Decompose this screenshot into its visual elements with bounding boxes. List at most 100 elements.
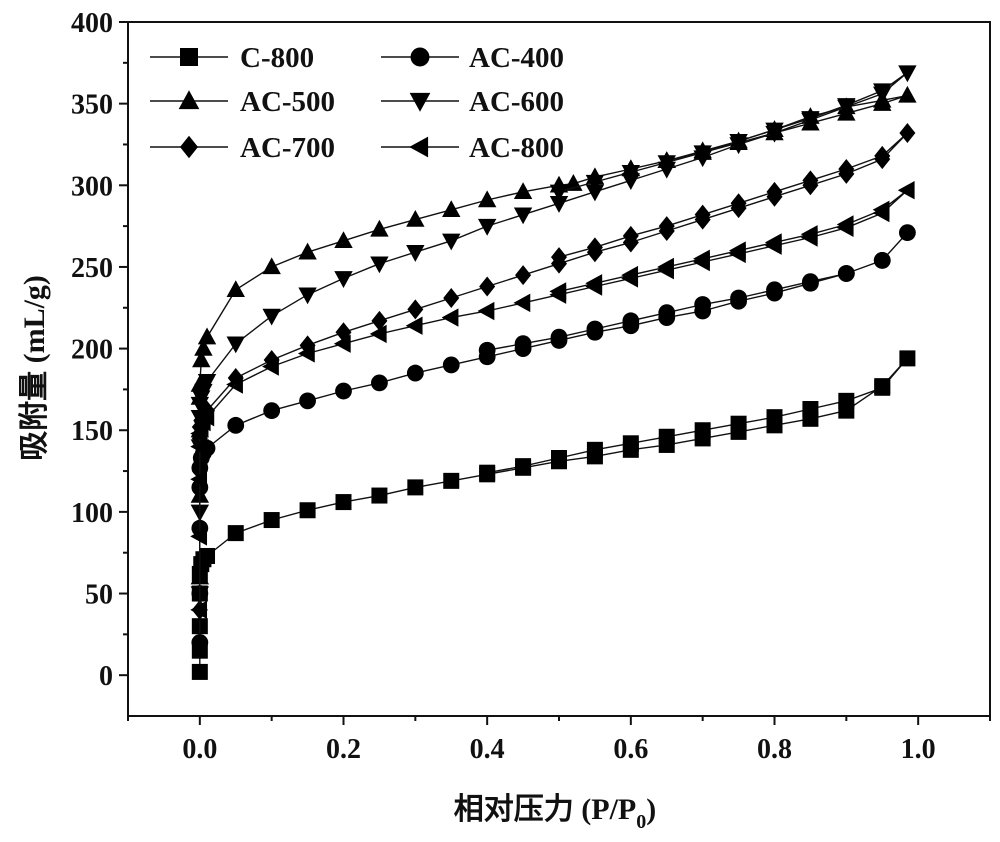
data-point-c-800 [515,458,531,474]
data-point-c-800 [899,350,915,366]
data-point-c-800 [264,512,280,528]
data-point-ac-400 [227,417,244,434]
data-point-c-800 [192,664,208,680]
legend-item-ac-800: AC-800 [381,132,564,164]
chart: 0.00.20.40.60.81.00501001502002503003504… [0,0,1000,842]
data-point-c-800 [551,450,567,466]
data-point-c-800 [371,488,387,504]
data-point-ac-400 [694,296,711,313]
data-point-ac-400 [479,342,496,359]
data-point-ac-400 [191,634,208,651]
legend-marker-ac-800 [409,137,428,158]
x-tick-label: 0.8 [757,734,792,765]
legend-item-ac-400: AC-400 [381,42,564,74]
legend-label: AC-600 [469,86,564,118]
data-point-ac-700 [874,146,890,166]
data-point-ac-600 [406,245,424,262]
y-tick-label: 150 [71,416,113,447]
data-point-ac-400 [838,265,855,282]
legend-item-ac-600: AC-600 [381,86,564,118]
legend-label: AC-700 [240,132,335,164]
data-point-c-800 [767,409,783,425]
y-tick-label: 0 [99,661,113,692]
y-tick-label: 300 [71,171,113,202]
data-point-ac-400 [587,321,604,338]
legend-marker-ac-500 [179,90,200,109]
data-point-c-800 [300,502,316,518]
plot-frame [128,22,990,716]
data-point-ac-500 [898,86,916,103]
data-point-c-800 [443,473,459,489]
data-point-c-800 [199,548,215,564]
data-point-c-800 [479,465,495,481]
data-point-ac-600 [873,83,891,100]
data-point-ac-800 [513,294,530,312]
legend-marker-ac-600 [410,93,431,112]
data-point-ac-700 [479,277,495,297]
legend-label: AC-400 [469,42,564,74]
legend-marker-c-800 [180,48,198,66]
x-tick-label: 1.0 [901,734,936,765]
data-point-ac-600 [262,309,280,326]
data-point-c-800 [336,494,352,510]
data-point-ac-400 [899,224,916,241]
data-point-ac-700 [515,265,531,285]
data-point-c-800 [623,435,639,451]
data-point-c-800 [587,442,603,458]
legend-item-ac-500: AC-500 [150,86,335,118]
data-point-ac-400 [802,273,819,290]
legend-item-c-800: C-800 [150,42,314,74]
x-tick-label: 0.0 [182,734,217,765]
x-axis-title: 相对压力 (P/P0) [454,793,656,833]
data-point-ac-400 [515,335,532,352]
data-point-ac-400 [622,312,639,329]
data-point-c-800 [838,393,854,409]
data-point-ac-400 [766,281,783,298]
data-point-ac-400 [443,357,460,374]
data-point-ac-500 [198,328,216,345]
legend-label: AC-500 [240,86,335,118]
data-point-ac-800 [478,302,495,320]
data-point-c-800 [731,416,747,432]
x-axis-title-close: ) [646,793,656,826]
data-point-ac-800 [406,317,423,335]
data-point-ac-600 [514,207,532,224]
x-tick-label: 0.6 [613,734,648,765]
data-point-ac-500 [298,243,316,260]
data-point-ac-400 [407,365,424,382]
y-tick-label: 250 [71,253,113,284]
data-point-ac-700 [407,299,423,319]
x-axis-title-subscript: 0 [636,811,646,833]
data-point-ac-600 [298,288,316,305]
data-point-ac-500 [227,280,245,297]
data-point-ac-400 [874,252,891,269]
data-point-ac-400 [335,383,352,400]
data-point-ac-400 [299,392,316,409]
series-ac-800 [190,181,914,619]
legend-marker-ac-400 [411,48,430,67]
data-point-ac-400 [551,329,568,346]
legend-label: C-800 [240,42,314,74]
legend: C-800 AC-400 AC-500 AC-600 AC-700 AC-800 [150,42,564,164]
data-point-ac-600 [227,336,245,353]
legend-marker-ac-700 [180,136,198,159]
data-point-ac-500 [334,231,352,248]
data-point-c-800 [407,479,423,495]
data-point-c-800 [802,401,818,417]
data-point-ac-700 [899,123,915,143]
x-tick-label: 0.4 [470,734,505,765]
data-point-ac-400 [730,290,747,307]
x-tick-label: 0.2 [326,734,361,765]
legend-label: AC-800 [469,132,564,164]
data-point-ac-500 [262,257,280,274]
data-point-ac-400 [371,374,388,391]
data-point-ac-600 [478,219,496,236]
data-point-c-800 [228,525,244,541]
data-point-ac-700 [443,288,459,308]
y-tick-label: 350 [71,90,113,121]
data-point-c-800 [695,422,711,438]
y-tick-label: 50 [85,580,113,611]
data-point-ac-800 [442,308,459,326]
y-tick-label: 200 [71,335,113,366]
data-point-ac-600 [898,65,916,82]
